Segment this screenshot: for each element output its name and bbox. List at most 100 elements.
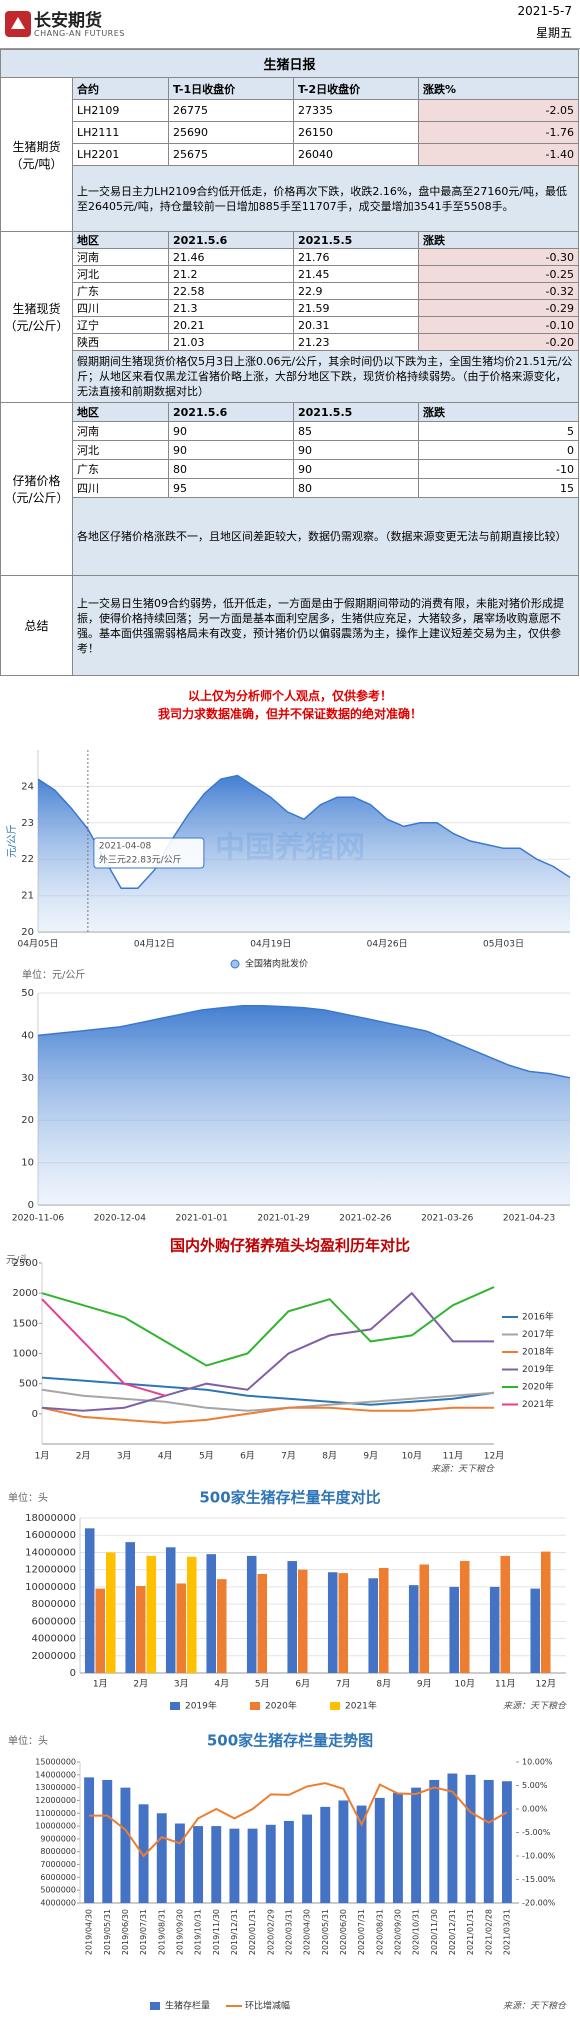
- x-tick-label: 04月05日: [18, 939, 59, 950]
- table-cell: 26040: [293, 143, 419, 166]
- bar: [193, 1826, 204, 1903]
- table-row: 总结 上一交易日生猪09合约弱势，低开低走，一方面是由于假期期间带动的消费有限，未…: [0, 575, 579, 676]
- bar: [374, 1797, 385, 1903]
- table-cell: -0.32: [418, 282, 579, 300]
- y-tick-label: 1000: [13, 1349, 38, 1360]
- legend-label: 2017年: [522, 1328, 554, 1340]
- report-title: 生猪日报: [0, 49, 579, 78]
- x-tick-label: 1月: [93, 1679, 108, 1690]
- bar: [283, 1820, 294, 1903]
- bar: [465, 1774, 476, 1903]
- table-row: 河北 90 90 0: [1, 440, 579, 460]
- legend-label: 2020年: [265, 1700, 297, 1712]
- x-tick-label: 2020/11/30: [430, 1909, 439, 1955]
- table-cell: 80: [293, 478, 419, 498]
- x-tick-label: 2020/05/31: [321, 1909, 330, 1955]
- unit-label: 单位：头: [8, 1734, 48, 1747]
- legend-symbol: [150, 2002, 160, 2010]
- x-tick-label: 9月: [417, 1679, 432, 1690]
- chart-title: 500家生猪存栏量年度对比: [199, 1489, 380, 1507]
- legend-label: 2019年: [185, 1700, 217, 1712]
- table-cell: LH2111: [72, 121, 169, 144]
- x-tick-label: 2020/12/31: [448, 1909, 457, 1955]
- y-tick-label: 0: [70, 1668, 76, 1679]
- table-cell: 95: [168, 478, 294, 498]
- table-row: 广东 22.58 22.9 -0.32: [1, 282, 579, 300]
- table: 生猪日报 生猪期货（元/吨） 合约 T-1日收盘价 T-2日收盘价 涨跌% LH2109 26…: [0, 49, 579, 676]
- table-cell: 25675: [168, 143, 294, 166]
- bar: [211, 1826, 222, 1903]
- bar: [247, 1828, 258, 1903]
- table-cell: 广东: [72, 282, 169, 300]
- table-cell: 广东: [72, 459, 169, 479]
- table-row: 上一交易日主力LH2109合约低开低走，价格再次下跌，收跌2.16%，盘中最高至…: [1, 165, 579, 232]
- column-header: T-1日收盘价: [168, 77, 294, 100]
- y2-tick-label: 5.00%: [522, 1781, 548, 1790]
- bar: [408, 1585, 419, 1673]
- table-cell: 21.46: [168, 248, 294, 266]
- x-tick-label: 2020-11-06: [12, 1214, 65, 1224]
- bar: [187, 1556, 197, 1673]
- area-fill: [38, 775, 570, 932]
- weekday: 星期五: [535, 26, 572, 40]
- bar: [327, 1572, 338, 1673]
- y-tick-label: 40: [21, 1030, 34, 1041]
- table-cell: 河北: [72, 440, 169, 460]
- section-note: 假期期间生猪现货价格仅5月3日上涨0.06元/公斤，其余时间仍以下跌为主，全国生…: [72, 350, 579, 403]
- legend-label: 2021年: [522, 1398, 554, 1410]
- table-cell: 21.2: [168, 265, 294, 283]
- y-tick-label: 2500: [13, 1258, 38, 1269]
- x-tick-label: 2019/05/31: [103, 1909, 112, 1955]
- x-tick-label: 10月: [455, 1679, 475, 1690]
- x-tick-label: 11月: [443, 1451, 463, 1462]
- bar: [447, 1773, 458, 1903]
- x-tick-label: 04月19日: [250, 939, 291, 950]
- table-row: 四川 95 80 15: [1, 478, 579, 498]
- y2-tick-label: 0.00%: [522, 1805, 548, 1814]
- table-cell: 26775: [168, 99, 294, 122]
- source-label: 来源：天下粮仓: [503, 1701, 567, 1712]
- section-label: 总结: [0, 575, 73, 676]
- bar: [320, 1806, 331, 1903]
- legend-symbol: [330, 1702, 340, 1710]
- bar: [106, 1552, 116, 1673]
- table-cell: 90: [293, 440, 419, 460]
- x-tick-label: 2019/08/31: [157, 1909, 166, 1955]
- bar: [429, 1779, 440, 1903]
- x-tick-label: 05月03日: [483, 939, 524, 950]
- table-cell: 5: [418, 421, 579, 441]
- table-cell: 90: [168, 440, 294, 460]
- line: [41, 1406, 494, 1424]
- x-tick-label: 2021/03/31: [502, 1909, 511, 1955]
- x-tick-label: 10月: [402, 1451, 422, 1462]
- section-note: 上一交易日生猪09合约弱势，低开低走，一方面是由于假期期间带动的消费有限，未能对…: [72, 575, 579, 676]
- table-cell: 22.58: [168, 282, 294, 300]
- table-cell: 河南: [72, 421, 169, 441]
- bar: [356, 1805, 367, 1903]
- x-tick-label: 5月: [255, 1679, 270, 1690]
- table-cell: -0.20: [418, 333, 579, 351]
- y-tick-label: 16000000: [25, 1530, 76, 1541]
- x-tick-label: 2月: [76, 1451, 91, 1462]
- source-label: 来源：天下粮仓: [503, 2001, 567, 2012]
- table-cell: 21.3: [168, 299, 294, 317]
- y-tick-label: 7000000: [40, 1860, 76, 1869]
- line: [41, 1388, 495, 1412]
- x-tick-label: 2019/09/30: [175, 1909, 184, 1955]
- x-tick-label: 2021/02/28: [484, 1909, 493, 1955]
- x-tick-label: 2019/06/30: [121, 1909, 130, 1955]
- column-header: 涨跌: [418, 402, 579, 422]
- table-row: 广东 80 90 -10: [1, 459, 579, 479]
- x-tick-label: 2020/02/29: [266, 1909, 275, 1955]
- y-tick-label: 30: [21, 1073, 34, 1084]
- x-tick-label: 6月: [240, 1451, 255, 1462]
- y2-tick-label: -20.00%: [522, 1899, 556, 1908]
- y2-tick-label: -5.00%: [522, 1828, 551, 1837]
- x-tick-label: 2019/07/31: [139, 1909, 148, 1955]
- charts: 元/公斤中国养猪网202122232404月05日04月12日04月19日04月…: [6, 750, 571, 2012]
- column-header: 2021.5.6: [168, 231, 294, 249]
- x-tick-label: 2020/06/30: [339, 1909, 348, 1955]
- x-tick-label: 2019/10/31: [194, 1909, 203, 1955]
- disclaimer-line: 以上仅为分析师个人观点，仅供参考！: [187, 689, 392, 703]
